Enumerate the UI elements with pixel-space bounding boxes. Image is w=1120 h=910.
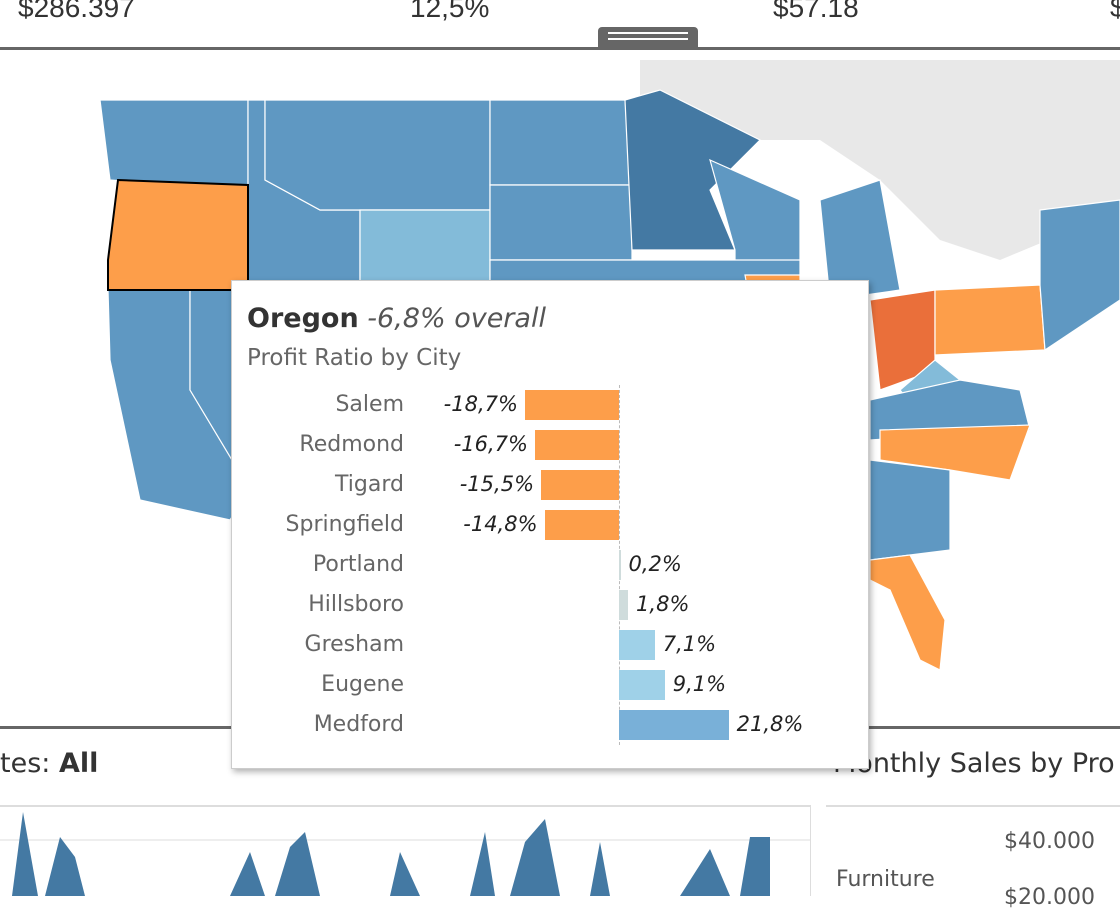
value-label: -14,8%: [463, 512, 538, 536]
tooltip-subtitle: Profit Ratio by City: [247, 345, 462, 371]
profit-bar: [619, 710, 729, 740]
profit-bar: [619, 550, 621, 580]
tooltip-row: Gresham 7,1%: [232, 626, 868, 666]
city-label: Eugene: [321, 672, 404, 697]
city-label: Redmond: [299, 432, 404, 457]
tooltip-title: Oregon -6,8% overall: [247, 303, 546, 334]
filter-title: tes: All: [0, 748, 99, 779]
city-label: Tigard: [335, 472, 404, 497]
value-label: 9,1%: [672, 672, 727, 696]
area-chart[interactable]: [0, 805, 811, 896]
state-montana: [264, 99, 491, 211]
tooltip-row: Salem -18,7%: [232, 386, 868, 426]
city-label: Gresham: [304, 632, 404, 657]
profit-bar: [619, 590, 629, 620]
value-label: 1,8%: [636, 592, 690, 616]
area-series: [0, 812, 770, 896]
category-label: Furniture: [836, 867, 935, 892]
y-tick: $40.000: [1004, 829, 1095, 854]
city-label: Hillsboro: [308, 592, 404, 617]
state-east: [1039, 199, 1120, 352]
tooltip-row: Medford 21,8%: [232, 706, 868, 746]
state-north-carolina: [879, 424, 1031, 481]
profit-bar: [541, 470, 619, 500]
city-label: Medford: [313, 712, 404, 737]
value-label: -16,7%: [453, 432, 528, 456]
y-tick: $20.000: [1004, 885, 1095, 910]
city-label: Portland: [312, 552, 404, 577]
tooltip-row: Hillsboro 1,8%: [232, 586, 868, 626]
state-oregon: [107, 178, 249, 291]
value-label: -18,7%: [443, 392, 518, 416]
state-pennsylvania: [934, 284, 1046, 356]
state-north-dakota: [489, 99, 633, 186]
kpi-profit-per-order: $57.18: [773, 0, 859, 23]
tooltip: Oregon -6,8% overall Profit Ratio by Cit…: [231, 280, 869, 769]
tooltip-row: Springfield -14,8%: [232, 506, 868, 546]
profit-bar: [619, 670, 665, 700]
kpi-profit-ratio: 12,5%: [410, 0, 490, 23]
divider-top: [0, 47, 1120, 50]
monthly-sales-chart[interactable]: Furniture $40.000 $20.000: [826, 805, 1120, 910]
profit-bar: [619, 630, 655, 660]
profit-bar: [534, 430, 619, 460]
city-label: Salem: [335, 392, 404, 417]
profit-bar: [544, 510, 619, 540]
value-label: 7,1%: [662, 632, 717, 656]
kpi-fourth: $: [1110, 0, 1120, 23]
state-florida: [869, 554, 946, 671]
state-minnesota: [624, 89, 762, 251]
monthly-sales-title: Monthly Sales by Pro: [833, 748, 1115, 779]
state-virginia: [869, 379, 1031, 441]
tooltip-row: Tigard -15,5%: [232, 466, 868, 506]
state-washington: [99, 99, 249, 191]
state-michigan: [819, 179, 901, 301]
tooltip-row: Eugene 9,1%: [232, 666, 868, 706]
tooltip-row: Redmond -16,7%: [232, 426, 868, 466]
city-label: Springfield: [285, 512, 404, 537]
tooltip-row: Portland 0,2%: [232, 546, 868, 586]
kpi-sales: $286.397: [18, 0, 135, 23]
collapse-handle[interactable]: [598, 27, 698, 48]
value-label: 0,2%: [628, 552, 682, 576]
state-south-dakota: [489, 184, 633, 261]
value-label: -15,5%: [459, 472, 535, 496]
value-label: 21,8%: [736, 712, 804, 736]
profit-bar: [524, 390, 619, 420]
state-southeast: [869, 459, 951, 561]
